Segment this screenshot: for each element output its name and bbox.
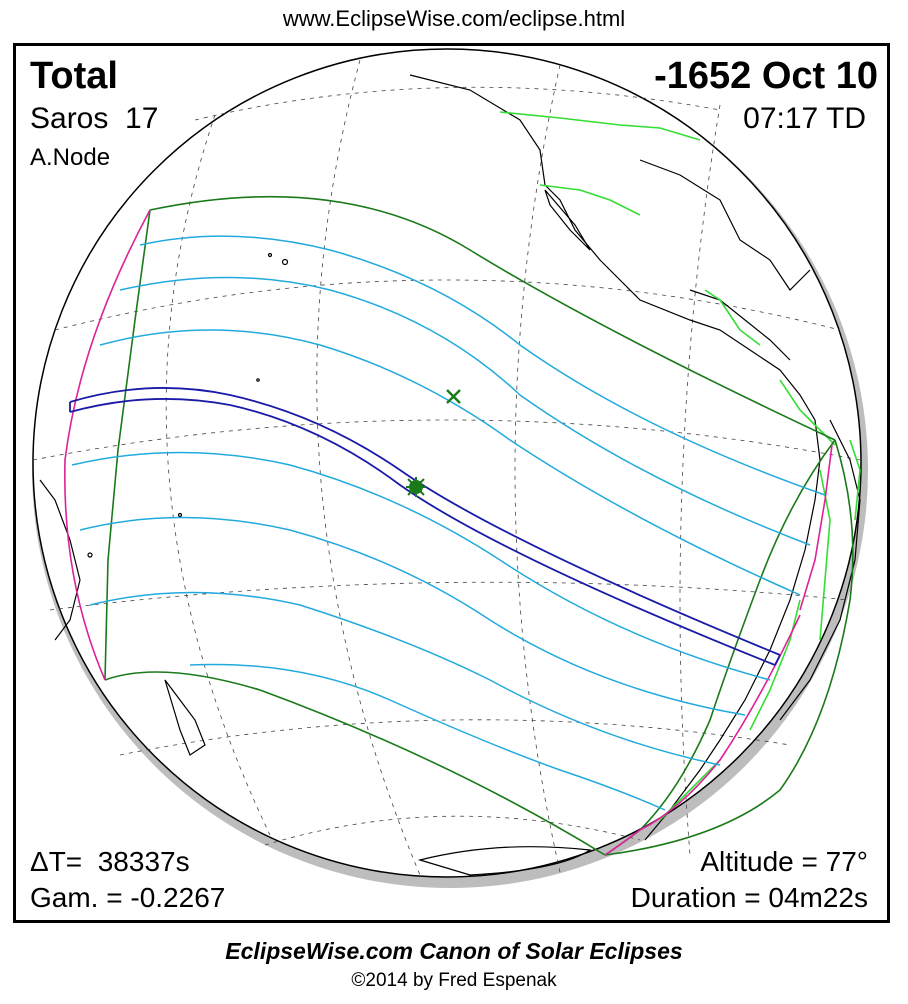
umbral-path (69, 387, 781, 666)
eclipse-time: 07:17 TD (743, 102, 866, 135)
rise-set-curves (64, 209, 833, 856)
node-info: A.Node (30, 144, 111, 171)
altitude: Altitude = 77° (700, 846, 868, 878)
map-frame (13, 43, 890, 923)
subsolar-point-marker (446, 389, 461, 404)
duration-label: Duration = (630, 882, 761, 913)
site-url: www.EclipseWise.com/eclipse.html (282, 6, 626, 31)
delta-t-label: ΔT= (30, 846, 83, 877)
coastlines (39, 74, 861, 876)
altitude-value: 77° (825, 846, 868, 877)
gamma-value: -0.2267 (130, 882, 226, 913)
penumbra-limits (104, 195, 854, 856)
graticule (32, 59, 861, 876)
eclipse-date: -1652 Oct 10 (654, 55, 878, 97)
duration: Duration = 04m22s (631, 882, 868, 914)
globe-disk (32, 48, 862, 878)
time-contours (71, 235, 826, 811)
saros-info: Saros 17 (30, 102, 158, 136)
saros-number: 17 (125, 102, 159, 135)
copyright: ©2014 by Fred Espenak (351, 970, 557, 991)
gamma: Gam. = -0.2267 (30, 882, 225, 914)
delta-t-value: 38337s (97, 846, 190, 877)
delta-t: ΔT= 38337s (30, 846, 190, 878)
canon-title: EclipseWise.com Canon of Solar Eclipses (225, 938, 683, 964)
duration-value: 04m22s (768, 882, 868, 913)
gamma-label: Gam. = (30, 882, 123, 913)
altitude-label: Altitude = (700, 846, 818, 877)
saros-label: Saros (30, 102, 109, 135)
eclipse-type: Total (30, 55, 118, 97)
greatest-eclipse-marker (406, 477, 426, 497)
